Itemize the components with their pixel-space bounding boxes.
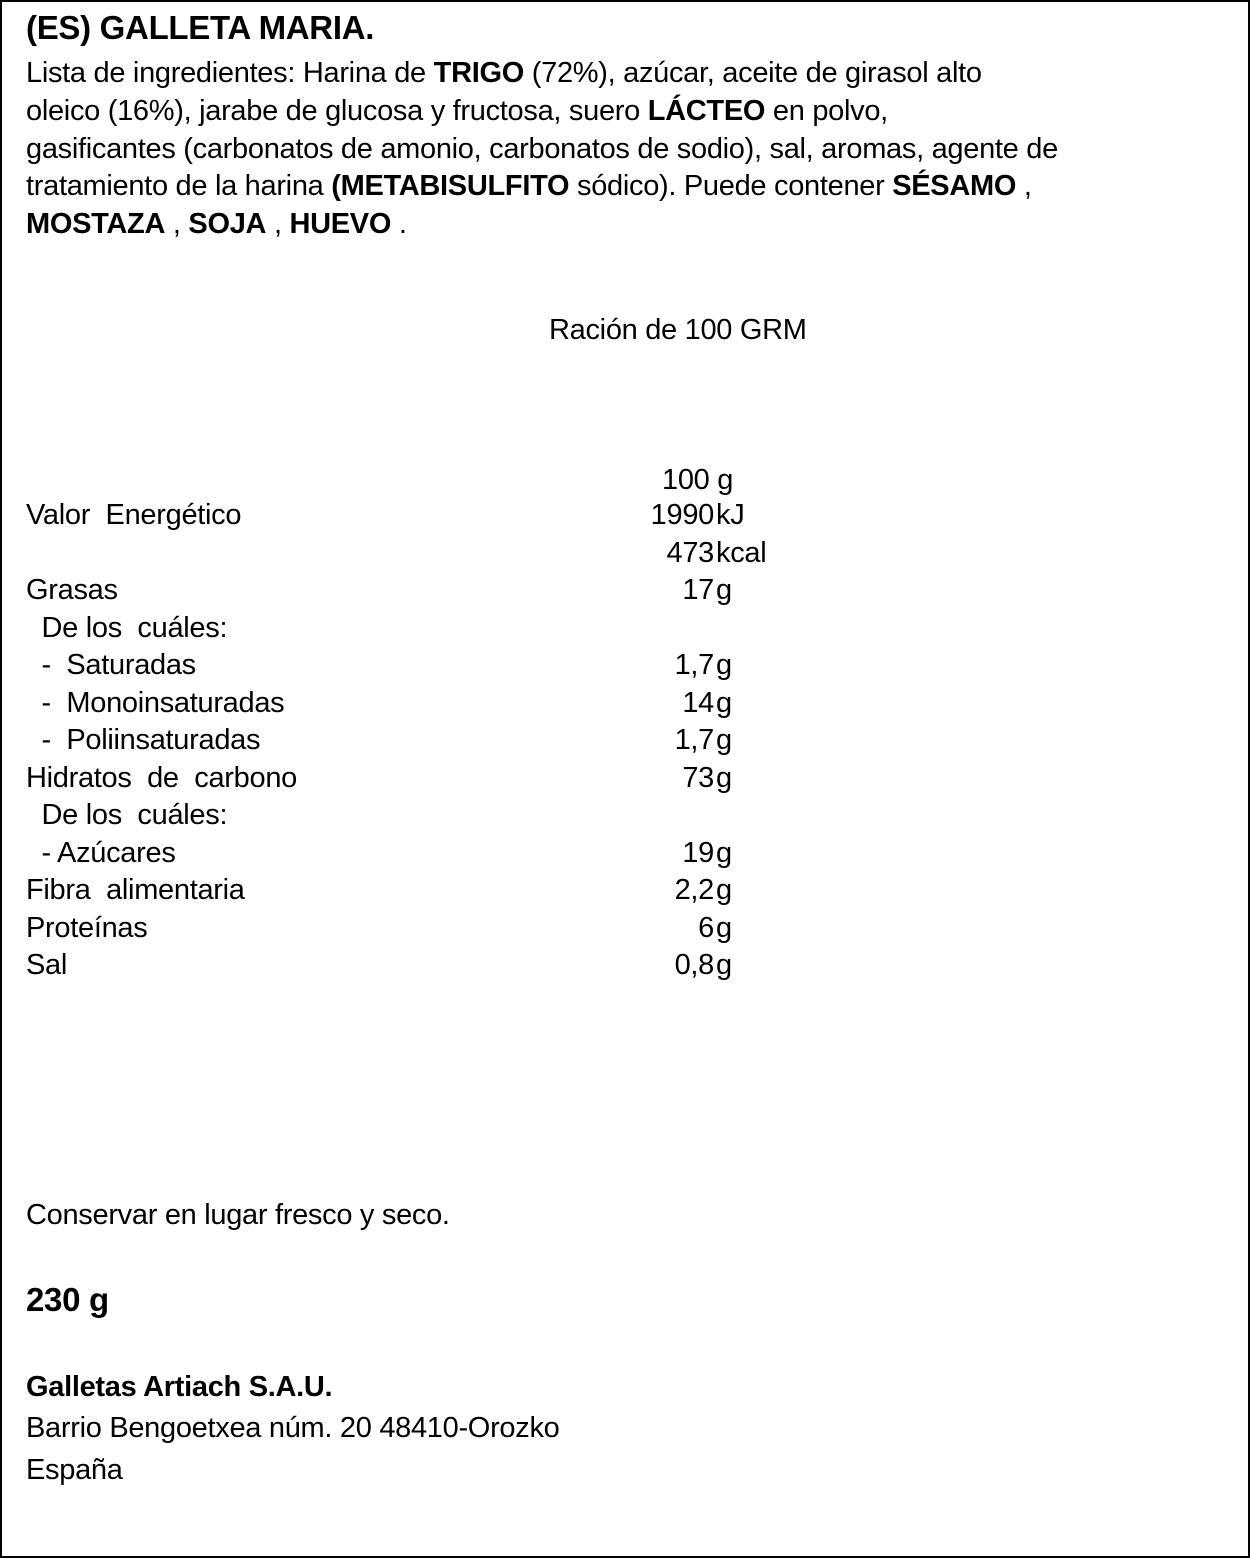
ingredients-line: gasificantes (carbonatos de amonio, carb… (26, 132, 1058, 166)
nutrient-value: 73 (682, 761, 714, 794)
column-header: 100 g (662, 464, 734, 496)
nutrient-label: - Saturadas (26, 649, 197, 681)
nutrient-label: Proteínas (26, 911, 148, 944)
ingredients-line: tratamiento de la harina (METABISULFITO … (26, 169, 1032, 203)
allergen-text: LÁCTEO (647, 94, 766, 127)
nutrient-value: 1,7 (674, 649, 715, 681)
nutrient-unit: g (716, 724, 732, 756)
nutrient-value: 6 (698, 911, 714, 944)
product-title: (ES) GALLETA MARIA. (26, 9, 375, 46)
nutrient-label: De los cuáles: (26, 799, 228, 831)
nutrient-unit: g (716, 649, 732, 681)
nutrient-value: 14 (682, 686, 714, 719)
ingredients-line: Lista de ingredientes: Harina de TRIGO (… (26, 56, 982, 90)
nutrient-unit: g (716, 574, 732, 606)
nutrient-unit: g (716, 949, 732, 981)
net-weight: 230 g (26, 1281, 109, 1318)
nutrient-value: 2,2 (674, 874, 715, 906)
nutrient-unit: g (716, 761, 732, 794)
nutrient-label: Valor Energético (26, 499, 242, 531)
nutrient-unit: kcal (716, 536, 767, 569)
ingredient-text: , (165, 208, 189, 241)
company-name: Galletas Artiach S.A.U. (26, 1371, 333, 1403)
nutrient-value: 17 (682, 574, 714, 606)
allergen-text: HUEVO (289, 208, 392, 241)
ingredient-text: , (1016, 170, 1032, 203)
nutrient-value: 473 (666, 536, 715, 569)
ingredient-text: Lista de ingredientes: Harina de (26, 57, 434, 89)
nutrient-value: 1990 (650, 499, 715, 531)
allergen-text: (METABISULFITO (331, 170, 570, 203)
nutrient-unit: g (716, 911, 732, 944)
nutrient-label: - Azúcares (26, 836, 176, 869)
ingredient-text: en polvo, (765, 94, 888, 127)
serving-size: Ración de 100 GRM (549, 314, 807, 346)
nutrient-unit: g (716, 874, 732, 906)
nutrient-label: De los cuáles: (26, 611, 228, 644)
ingredient-text: . (391, 208, 407, 241)
nutrient-label: Hidratos de carbono (26, 761, 297, 794)
ingredient-text: , (266, 208, 290, 241)
nutrient-value: 0,8 (674, 949, 715, 981)
nutrient-label: Sal (26, 949, 68, 981)
nutrient-unit: g (716, 836, 732, 869)
nutrient-unit: kJ (716, 499, 745, 531)
nutrient-label: Grasas (26, 574, 118, 606)
allergen-text: TRIGO (433, 57, 525, 89)
nutrient-label: Fibra alimentaria (26, 874, 245, 906)
allergen-text: SOJA (188, 208, 267, 241)
company-country: España (26, 1454, 123, 1486)
ingredient-text: gasificantes (carbonatos de amonio, carb… (26, 132, 1058, 165)
allergen-text: MOSTAZA (26, 208, 166, 241)
nutrient-unit: g (716, 686, 732, 719)
ingredient-text: (72%), azúcar, aceite de girasol alto (524, 57, 982, 89)
ingredient-text: sódico). Puede contener (569, 170, 893, 203)
nutrient-value: 1,7 (674, 724, 715, 756)
allergen-text: SÉSAMO (892, 170, 1017, 203)
company-address: Barrio Bengoetxea núm. 20 48410-Orozko (26, 1412, 560, 1444)
ingredients-line: oleico (16%), jarabe de glucosa y fructo… (26, 94, 888, 128)
nutrient-label: - Poliinsaturadas (26, 724, 261, 756)
nutrient-value: 19 (682, 836, 714, 869)
ingredient-text: tratamiento de la harina (26, 170, 332, 203)
ingredient-text: oleico (16%), jarabe de glucosa y fructo… (26, 94, 648, 127)
ingredients-line: MOSTAZA , SOJA , HUEVO . (26, 207, 407, 241)
storage-note: Conservar en lugar fresco y seco. (26, 1199, 450, 1231)
nutrient-label: - Monoinsaturadas (26, 686, 285, 719)
